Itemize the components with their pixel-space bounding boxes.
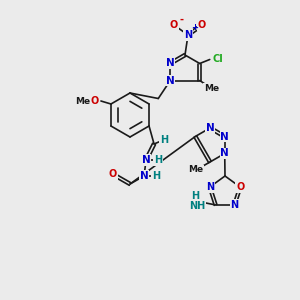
Text: +: + (191, 23, 199, 32)
Text: N: N (220, 131, 229, 142)
Text: N: N (230, 200, 238, 210)
Text: H: H (154, 155, 162, 165)
Text: O: O (198, 20, 206, 30)
Text: O: O (236, 182, 244, 192)
Text: Me: Me (75, 97, 91, 106)
Text: O: O (91, 96, 99, 106)
Text: N: N (206, 182, 214, 192)
Text: O: O (170, 20, 178, 30)
Text: N: N (166, 58, 175, 68)
Text: N: N (220, 148, 229, 158)
Text: NH: NH (190, 201, 206, 211)
Text: H: H (152, 171, 160, 181)
Text: -: - (180, 15, 184, 25)
Text: N: N (140, 171, 148, 181)
Text: H: H (160, 135, 168, 145)
Text: N: N (166, 76, 175, 85)
Text: Me: Me (188, 166, 204, 175)
Text: H: H (191, 191, 200, 201)
Text: Cl: Cl (212, 55, 223, 64)
Text: Me: Me (204, 84, 219, 93)
Text: N: N (184, 30, 192, 40)
Text: O: O (109, 169, 117, 179)
Text: N: N (206, 123, 214, 133)
Text: N: N (142, 155, 150, 165)
